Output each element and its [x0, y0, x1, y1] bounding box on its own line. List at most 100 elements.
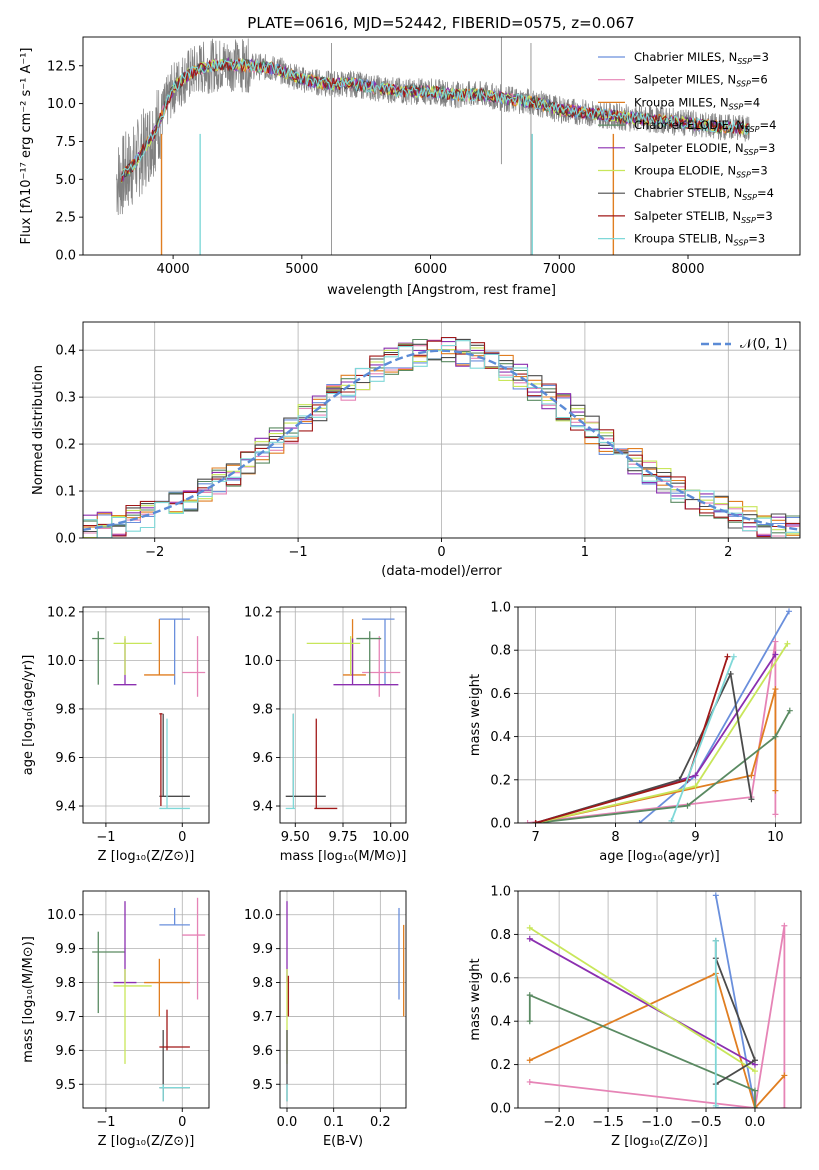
- age-vs-mass-plot-area: [280, 607, 406, 823]
- x-tick-label: −1: [289, 545, 308, 560]
- x-tick-label: −1: [96, 1115, 115, 1130]
- weight-vs-Z-axes: −2.0 −1.5 −1.0 −0.5 0.0 0.0 0.2 0.4 0.6 0.8 1.0 Z […: [468, 885, 802, 1149]
- weight-series-line: [529, 925, 786, 1108]
- y-tick-label: 10.0: [244, 908, 273, 923]
- legend-entry: Chabrier ELODIE, NSSP=4: [634, 118, 776, 134]
- y-tick-label: 10.2: [244, 605, 273, 620]
- x-tick-label: 9: [691, 830, 699, 845]
- x-tick-label: −2: [145, 545, 164, 560]
- x-tick-label: 9.75: [329, 830, 358, 845]
- axes-frame: [82, 890, 210, 1109]
- y-tick-label: 0.0: [55, 249, 76, 264]
- x-tick-label: 10.00: [372, 830, 409, 845]
- weight-point-marker: [786, 707, 793, 714]
- y-axis-label: mass weight: [468, 958, 483, 1040]
- x-axis-label: Z [log₁₀(Z/Z⊙)]: [98, 1134, 195, 1149]
- mass-vs-EBV-plot-area: [280, 891, 406, 1108]
- y-tick-label: 9.4: [252, 800, 273, 815]
- weight-point-marker: [772, 787, 779, 794]
- weight-point-marker: [751, 1087, 758, 1094]
- x-tick-label: −0.5: [690, 1115, 722, 1130]
- x-axis-label: age [log₁₀(age/yr)]: [599, 849, 720, 864]
- x-tick-label: 1: [581, 545, 589, 560]
- mass-vs-EBV-axes: 0.0 0.1 0.2 9.5 9.6 9.7 9.8 9.9 10.0 E(B-V): [244, 890, 407, 1149]
- y-tick-label: 7.5: [55, 135, 76, 150]
- legend-entry: Salpeter MILES, NSSP=6: [634, 73, 768, 89]
- weight-point-marker: [772, 638, 779, 645]
- model-spectrum-line: [121, 58, 750, 177]
- weight-point-marker: [526, 1057, 533, 1064]
- x-axis-label: E(B-V): [323, 1134, 363, 1149]
- legend-entry: Kroupa STELIB, NSSP=3: [634, 232, 765, 248]
- weight-series-line: [529, 937, 756, 1066]
- residuals-axes: −2 −1 0 1 2 0.0 0.1 0.2 0.3 0.4 (data-model)/error…: [31, 321, 801, 579]
- x-axis-label: Z [log₁₀(Z/Z⊙)]: [98, 849, 195, 864]
- age-vs-Z-axes: −1 0 9.4 9.6 9.8 10.0 10.2 Z [log₁₀(Z/Z⊙)] age […: [21, 605, 210, 864]
- x-tick-label: 9.50: [281, 830, 310, 845]
- x-tick-label: 2: [724, 545, 732, 560]
- legend-entry: Chabrier STELIB, NSSP=4: [634, 186, 774, 202]
- weight-point-marker: [526, 1018, 533, 1025]
- y-tick-label: 9.9: [252, 942, 273, 957]
- y-tick-label: 9.9: [55, 942, 76, 957]
- y-tick-label: 0.4: [55, 344, 76, 359]
- x-tick-label: 4000: [157, 262, 190, 277]
- y-tick-label: 9.6: [252, 751, 273, 766]
- weight-vs-age-plot-area: [518, 607, 801, 823]
- x-axis-label: Z [log₁₀(Z/Z⊙)]: [611, 1134, 708, 1149]
- spectrum-axes: 4000 5000 6000 7000 8000 0.0 2.5 5.0 7.5 10.0 12.5…: [19, 14, 801, 298]
- x-tick-label: 0: [437, 545, 445, 560]
- chart-title: PLATE=0616, MJD=52442, FIBERID=0575, z=0…: [247, 14, 634, 32]
- weight-series-line: [535, 688, 777, 823]
- legend: Chabrier MILES, NSSP=3 Salpeter MILES, NS…: [598, 50, 776, 248]
- y-tick-label: 9.8: [252, 976, 273, 991]
- x-tick-label: −1.0: [641, 1115, 673, 1130]
- weight-point-marker: [784, 640, 791, 647]
- weight-point-marker: [781, 922, 788, 929]
- weight-point-marker: [526, 1078, 533, 1085]
- x-tick-label: 7000: [543, 262, 576, 277]
- weight-point-marker: [526, 935, 533, 942]
- axes-frame: [82, 606, 210, 824]
- weight-point-marker: [692, 772, 699, 779]
- axes-frame: [517, 606, 802, 824]
- legend-entry: Kroupa ELODIE, NSSP=3: [634, 164, 768, 180]
- normal-curve-line: [83, 349, 800, 531]
- legend-entry: Salpeter STELIB, NSSP=3: [634, 209, 773, 225]
- weight-point-marker: [772, 651, 779, 658]
- weight-point-marker: [751, 1057, 758, 1064]
- x-tick-label: 0.2: [370, 1115, 391, 1130]
- x-tick-label: −2.0: [543, 1115, 575, 1130]
- weight-point-marker: [712, 937, 719, 944]
- weight-point-marker: [727, 670, 734, 677]
- age-vs-mass-axes: 9.50 9.75 10.00 9.4 9.6 9.8 10.0 10.2 mass [log₁…: [244, 605, 409, 864]
- weight-point-marker: [692, 783, 699, 790]
- y-tick-label: 0.4: [490, 730, 511, 745]
- y-tick-label: 0.0: [490, 817, 511, 832]
- y-tick-label: 0.6: [490, 687, 511, 702]
- weight-point-marker: [772, 686, 779, 693]
- weight-series-line: [670, 656, 735, 822]
- y-tick-label: 9.6: [55, 1044, 76, 1059]
- weight-point-marker: [526, 992, 533, 999]
- legend-entry: Chabrier MILES, NSSP=3: [634, 50, 769, 66]
- mass-vs-Z-axes: −1 0 9.5 9.6 9.7 9.8 9.9 10.0 Z [log₁₀(Z/Z⊙)] mas…: [21, 890, 210, 1149]
- x-tick-label: 6000: [414, 262, 447, 277]
- y-tick-label: 9.5: [55, 1078, 76, 1093]
- weight-vs-Z-plot-area: [518, 891, 801, 1108]
- weight-point-marker: [730, 653, 737, 660]
- residual-histogram-step: [83, 340, 800, 538]
- y-axis-label: Flux [fλ10⁻¹⁷ erg cm⁻² s⁻¹ A⁻¹]: [19, 48, 34, 245]
- weight-point-marker: [748, 772, 755, 779]
- x-tick-label: −1.5: [592, 1115, 624, 1130]
- y-tick-label: 0.8: [490, 644, 511, 659]
- legend-entry: Salpeter ELODIE, NSSP=3: [634, 141, 775, 157]
- x-tick-label: 5000: [285, 262, 318, 277]
- y-axis-label: mass [log₁₀(M/M⊙)]: [21, 936, 36, 1063]
- weight-series-line: [528, 993, 756, 1108]
- y-tick-label: 1.0: [490, 885, 511, 900]
- weight-series-line: [535, 710, 791, 823]
- legend-entry: Kroupa MILES, NSSP=4: [634, 95, 760, 111]
- x-tick-label: −1: [96, 830, 115, 845]
